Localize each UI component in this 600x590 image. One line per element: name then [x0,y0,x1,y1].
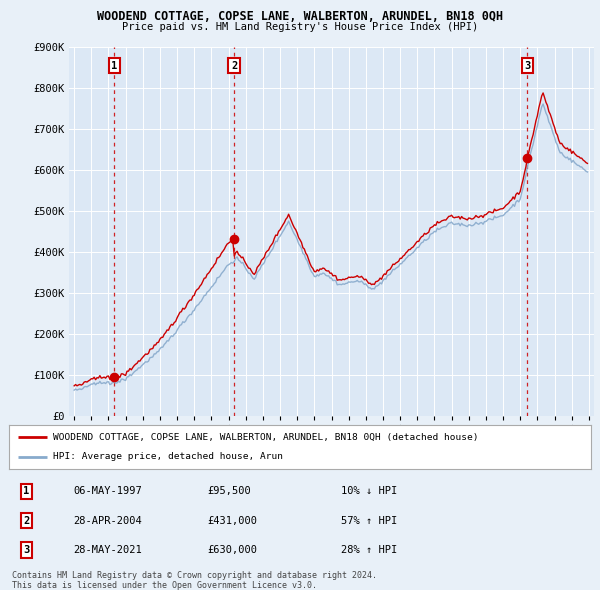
Text: 28% ↑ HPI: 28% ↑ HPI [341,545,397,555]
Text: 28-MAY-2021: 28-MAY-2021 [73,545,142,555]
Text: 2: 2 [23,516,29,526]
Text: 2: 2 [231,61,237,71]
Text: £431,000: £431,000 [207,516,257,526]
Text: 1: 1 [112,61,118,71]
Text: £95,500: £95,500 [207,486,251,496]
Text: 3: 3 [524,61,530,71]
Text: 57% ↑ HPI: 57% ↑ HPI [341,516,397,526]
Text: WOODEND COTTAGE, COPSE LANE, WALBERTON, ARUNDEL, BN18 0QH (detached house): WOODEND COTTAGE, COPSE LANE, WALBERTON, … [53,432,478,442]
Text: Price paid vs. HM Land Registry's House Price Index (HPI): Price paid vs. HM Land Registry's House … [122,22,478,32]
Text: 3: 3 [23,545,29,555]
Text: 28-APR-2004: 28-APR-2004 [73,516,142,526]
Text: Contains HM Land Registry data © Crown copyright and database right 2024.
This d: Contains HM Land Registry data © Crown c… [12,571,377,590]
Text: 10% ↓ HPI: 10% ↓ HPI [341,486,397,496]
Text: WOODEND COTTAGE, COPSE LANE, WALBERTON, ARUNDEL, BN18 0QH: WOODEND COTTAGE, COPSE LANE, WALBERTON, … [97,10,503,23]
Text: 1: 1 [23,486,29,496]
Text: HPI: Average price, detached house, Arun: HPI: Average price, detached house, Arun [53,452,283,461]
Text: 06-MAY-1997: 06-MAY-1997 [73,486,142,496]
Text: £630,000: £630,000 [207,545,257,555]
